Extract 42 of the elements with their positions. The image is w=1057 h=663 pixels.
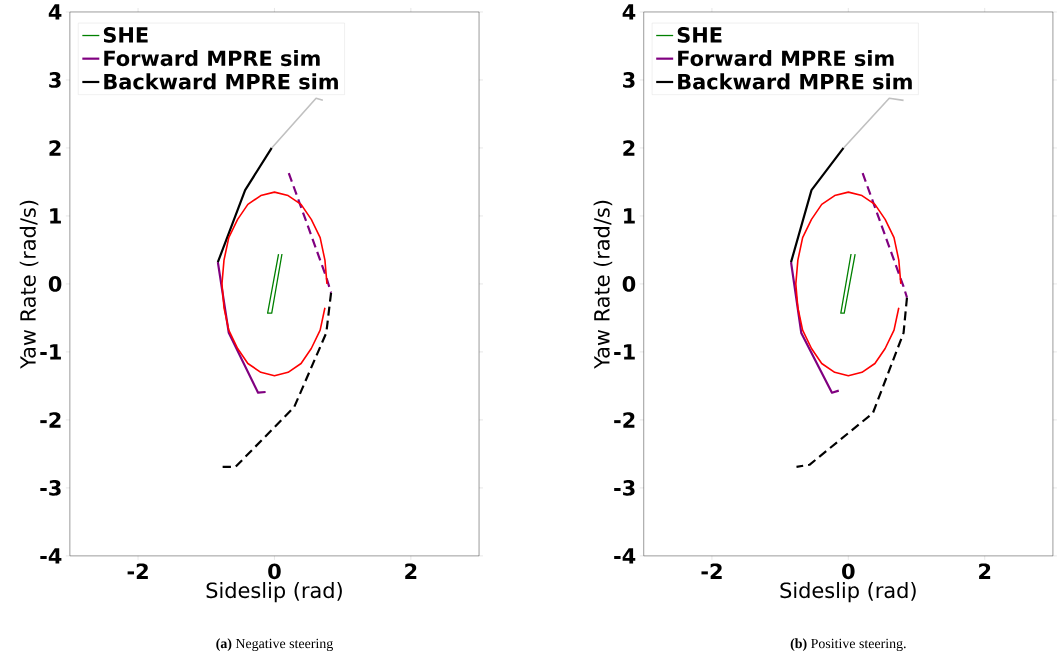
legend-label: Forward MPRE sim: [104, 50, 320, 67]
y-tick-label: 3: [623, 72, 635, 89]
y-tick-label: -4: [40, 548, 62, 564]
legend-label: Backward MPRE sim: [678, 73, 912, 90]
x-tick-label: 0: [268, 563, 281, 580]
y-tick-label: 4: [48, 4, 62, 20]
text: (a) Negative steering: [216, 638, 333, 652]
x-tick-label: 2: [979, 563, 991, 580]
y-axis-title: Yaw Rate (rad/s): [19, 201, 39, 369]
y-tick-label: -3: [614, 480, 635, 496]
x-tick-label: -2: [127, 563, 148, 580]
y-tick-label: -1: [40, 344, 61, 360]
text: (b) Positive steering.: [790, 638, 906, 652]
line-series: [795, 191, 902, 377]
line-series: [795, 296, 909, 469]
y-tick-label: 3: [49, 72, 61, 89]
y-tick-label: 2: [49, 140, 61, 156]
y-tick-label: 0: [48, 276, 62, 292]
legend-label: SHE: [677, 27, 722, 43]
legend-label: SHE: [103, 27, 148, 43]
y-tick-label: 0: [622, 276, 636, 292]
y-tick-label: 2: [623, 140, 635, 156]
y-tick-label: -1: [614, 344, 635, 360]
line-series: [216, 261, 267, 394]
y-axis-title: Yaw Rate (rad/s): [593, 201, 613, 369]
y-tick-label: 1: [624, 208, 635, 224]
x-axis-title: Sideslip (rad): [780, 582, 916, 603]
x-axis-title: Sideslip (rad): [206, 582, 342, 603]
y-tick-label: 1: [50, 208, 61, 224]
legend-label: Forward MPRE sim: [678, 50, 894, 67]
y-tick-label: -3: [40, 480, 61, 496]
y-tick-label: 4: [622, 4, 636, 20]
line-series: [221, 191, 328, 377]
x-tick-label: -2: [701, 563, 722, 580]
legend-label: Backward MPRE sim: [104, 73, 338, 90]
y-tick-label: -2: [40, 412, 61, 428]
x-tick-label: 2: [405, 563, 417, 580]
line-series: [789, 261, 840, 394]
line-series: [221, 291, 333, 469]
x-tick-label: 0: [842, 563, 855, 580]
y-tick-label: -4: [614, 548, 636, 564]
y-tick-label: -2: [614, 412, 635, 428]
